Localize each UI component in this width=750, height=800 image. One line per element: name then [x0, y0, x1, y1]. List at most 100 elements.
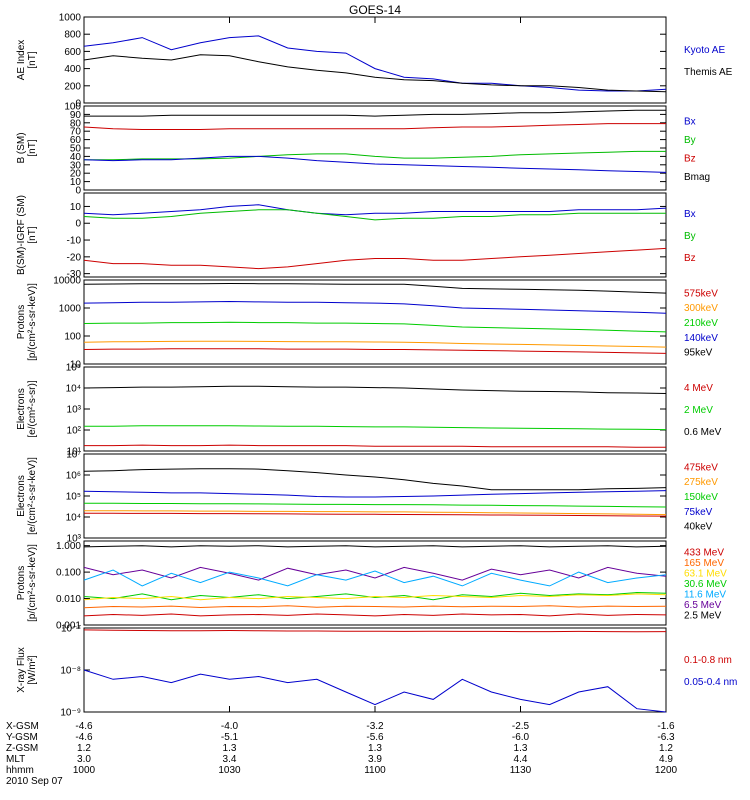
legend-entry: 63.1 MeV: [684, 568, 727, 579]
series-line: [83, 155, 667, 173]
series-line: [83, 669, 667, 713]
y-tick-label: 1000: [59, 13, 82, 24]
series-line: [83, 321, 667, 333]
x-tick-label: 1.2: [77, 743, 91, 754]
y-tick-label: 10: [70, 202, 82, 213]
y-tick-label: -20: [67, 252, 82, 263]
series-line: [84, 502, 667, 508]
y-axis-label-line: X-ray Flux: [16, 647, 27, 693]
plot-frame: [83, 366, 667, 452]
y-tick-label: 10000: [53, 276, 81, 287]
legend-entry: 0.1-0.8 nm: [684, 655, 732, 666]
x-tick-label: -6.3: [657, 732, 675, 743]
x-tick-label: 1130: [510, 765, 532, 776]
x-tick-label: -5.6: [366, 732, 384, 743]
legend-entry: 575keV: [684, 288, 718, 299]
x-tick-label: 1.3: [514, 743, 528, 754]
y-tick-label: 100: [64, 332, 81, 343]
x-tick-label: -6.0: [512, 732, 530, 743]
series-line: [84, 425, 667, 431]
x-tick-label: 4.9: [659, 754, 673, 765]
series-line: [83, 209, 666, 221]
series-line: [83, 123, 666, 130]
legend-entry: Kyoto AE: [684, 45, 725, 56]
x-tick-label: -5.1: [221, 732, 239, 743]
y-axis-label: Electrons[e/(cm²-s-sr)]: [16, 380, 38, 437]
x-tick-label: 1200: [655, 765, 678, 776]
panel-protons_lo: 10 100 1000 10000 Protons[p/(cm²-s-sr-keV)] 5…: [16, 276, 718, 371]
y-tick-label: 10⁵: [66, 363, 81, 374]
x-tick-label: -2.5: [512, 721, 530, 732]
series-line: [83, 593, 667, 601]
y-tick-label: 10⁴: [66, 384, 81, 395]
legend-entry: By: [684, 135, 696, 146]
legend-entry: 95keV: [684, 348, 713, 359]
x-row-label: X-GSM: [6, 721, 39, 732]
legend-entry: Bz: [684, 153, 696, 164]
x-tick-label: -4.6: [75, 732, 93, 743]
y-tick-label: -10: [67, 236, 82, 247]
series-line: [83, 566, 667, 581]
series-line: [83, 340, 667, 348]
y-axis-label: B (SM)[nT]: [16, 132, 38, 163]
y-tick-label: 10⁵: [66, 492, 81, 503]
x-axis-table: X-GSM -4.6 -4.0 -3.2 -2.5 -1.6 Y-GSM -4.6 -5.1 -5…: [6, 17, 678, 787]
x-tick-label: 1.2: [659, 743, 673, 754]
x-row-label: MLT: [6, 754, 25, 765]
y-axis-label: Protons[p/(cm²-s-sr-keV)]: [16, 283, 38, 361]
y-tick-label: 10: [70, 177, 82, 188]
y-axis-label-line: [nT]: [27, 139, 38, 156]
y-axis-label: B(SM)-IGRF (SM)[nT]: [16, 195, 38, 275]
y-axis-label-line: AE Index: [16, 40, 27, 81]
x-tick-label: -4.0: [221, 721, 239, 732]
legend-entry: 300keV: [684, 303, 718, 314]
y-tick-label: 100: [64, 102, 81, 113]
y-tick-label: 400: [64, 64, 81, 75]
x-tick-label: 1.3: [223, 743, 237, 754]
series-line: [83, 629, 667, 633]
y-axis-label-line: [nT]: [27, 51, 38, 68]
legend-entry: 165 MeV: [684, 558, 724, 569]
series-line: [84, 109, 666, 117]
legend-entry: Themis AE: [684, 67, 733, 78]
legend-entry: Bx: [684, 116, 696, 127]
series-line: [83, 385, 667, 394]
y-axis-label: Protons[p/(cm²-s-sr-keV)]: [16, 544, 38, 622]
y-tick-label: 10⁶: [66, 471, 81, 482]
series-line: [83, 569, 667, 587]
legend-entry: 275keV: [684, 477, 718, 488]
y-tick-label: 0.001: [56, 621, 81, 632]
y-tick-label: 800: [64, 30, 81, 41]
legend-entry: 210keV: [684, 318, 718, 329]
series-line: [83, 35, 667, 92]
y-axis-label-line: Electrons: [16, 475, 27, 517]
legend-entry: 0.05-0.4 nm: [684, 677, 737, 688]
panel-xray: 10⁻⁷ 10⁻⁸ 10⁻⁹ X-ray Flux[W/m²] 0.1-0.8 nm 0.…: [16, 624, 737, 719]
x-tick-label: 1000: [73, 765, 96, 776]
y-tick-label: 10³: [67, 405, 82, 416]
panel-electrons_hi: 10¹ 10² 10³ 10⁴ 10⁵ Electrons[e/(cm²-s-sr)] 4 …: [16, 363, 722, 458]
series-line: [84, 510, 667, 516]
y-tick-label: 90: [70, 110, 82, 121]
series-line: [83, 204, 667, 216]
y-tick-label: 40: [70, 152, 82, 163]
legend-entry: 2 MeV: [684, 405, 713, 416]
legend-entry: 150keV: [684, 492, 718, 503]
x-tick-label: 1030: [218, 765, 241, 776]
legend-entry: 433 MeV: [684, 547, 724, 558]
y-tick-label: 10²: [67, 426, 82, 437]
y-tick-label: 0: [75, 99, 81, 110]
legend-entry: 30.6 MeV: [684, 579, 727, 590]
y-axis-label-line: Protons: [16, 305, 27, 339]
y-tick-label: 1000: [59, 304, 82, 315]
y-tick-label: 20: [70, 169, 82, 180]
x-tick-label: -1.6: [657, 721, 675, 732]
x-row-label: Y-GSM: [6, 732, 38, 743]
y-axis-label-line: [e/(cm²-s-sr)]: [27, 380, 38, 437]
series-line: [83, 54, 667, 93]
y-tick-label: 200: [64, 81, 81, 92]
y-axis-label: Electrons[e/(cm²-s-sr-keV)]: [16, 457, 38, 535]
series-line: [83, 591, 667, 601]
